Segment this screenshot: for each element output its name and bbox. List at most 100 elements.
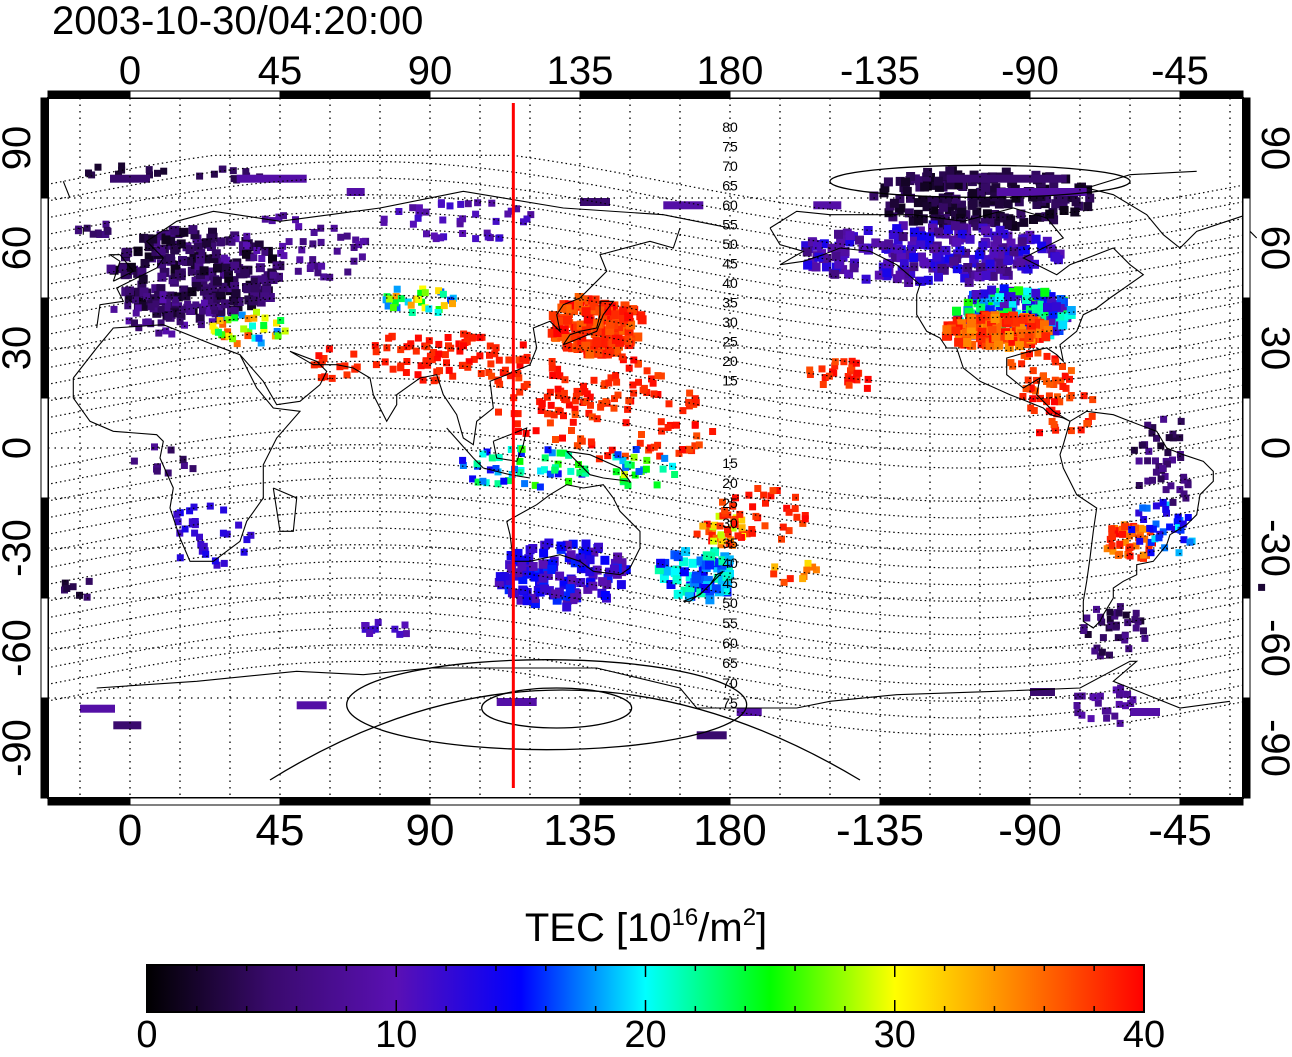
tec-cell xyxy=(513,568,523,578)
tec-cell xyxy=(985,217,995,227)
lon-tick-label-bottom: 45 xyxy=(256,806,305,855)
tec-cell xyxy=(563,342,572,352)
tec-cell xyxy=(476,352,484,360)
tec-cell xyxy=(1051,398,1058,406)
tec-cell xyxy=(966,324,976,334)
tec-cell xyxy=(1169,430,1177,438)
tec-cell xyxy=(257,275,267,285)
tec-cell xyxy=(1119,530,1126,538)
tec-cell xyxy=(1112,686,1120,694)
tec-cell xyxy=(205,309,213,317)
tec-cell xyxy=(570,333,580,342)
tec-cell xyxy=(943,225,953,234)
tec-cell xyxy=(352,236,360,244)
tec-cell xyxy=(220,559,228,567)
tec-cell xyxy=(685,572,695,582)
tec-cell xyxy=(972,221,982,231)
tec-cell xyxy=(396,630,404,638)
tec-cell xyxy=(819,254,828,263)
tec-cell xyxy=(1099,634,1107,642)
tec-cell xyxy=(801,515,809,523)
tec-cell xyxy=(1120,690,1128,698)
tec-cell xyxy=(942,194,952,204)
tec-cell xyxy=(1098,618,1106,626)
tec-cell xyxy=(954,337,964,347)
colorbar-tick-label: 20 xyxy=(624,1014,667,1056)
tec-cell xyxy=(197,321,205,329)
tec-cell xyxy=(110,174,150,183)
tec-cell xyxy=(516,388,524,396)
tec-cell xyxy=(516,468,524,476)
tec-cell xyxy=(971,215,980,225)
tec-cell xyxy=(1037,306,1047,316)
tec-cell xyxy=(1162,505,1170,513)
tec-cell xyxy=(978,241,988,251)
tec-cell xyxy=(1006,215,1016,225)
tec-cell xyxy=(199,307,206,315)
coastline xyxy=(506,484,641,576)
tec-cell xyxy=(1021,339,1031,349)
tec-cell xyxy=(414,214,422,222)
tec-cell xyxy=(649,379,657,387)
tec-cell xyxy=(188,225,198,235)
tec-cell xyxy=(719,498,726,506)
tec-cell xyxy=(1163,509,1170,517)
tec-cell xyxy=(221,262,231,272)
tec-cell xyxy=(1104,707,1112,715)
tec-cell xyxy=(612,372,620,379)
tec-cell xyxy=(435,340,443,348)
tec-cell xyxy=(1035,212,1045,222)
tec-cell xyxy=(952,264,962,274)
tec-cell xyxy=(980,217,990,227)
tec-cell xyxy=(224,276,234,286)
tec-cell xyxy=(436,367,443,375)
tec-cell xyxy=(882,268,892,278)
tec-cell xyxy=(393,285,401,293)
tec-cell xyxy=(193,242,203,252)
tec-cell xyxy=(154,169,161,177)
tec-cell xyxy=(614,451,622,459)
tec-cell xyxy=(1077,426,1085,434)
tec-cell xyxy=(710,537,718,545)
tec-cell xyxy=(156,284,166,294)
tec-cell xyxy=(679,557,688,567)
tec-cell xyxy=(164,313,172,321)
tec-cell xyxy=(791,505,799,513)
tec-cell xyxy=(483,229,491,237)
tec-cell xyxy=(281,327,289,335)
tec-cell xyxy=(1155,463,1163,470)
tec-cell xyxy=(1043,398,1051,406)
tec-cell xyxy=(904,278,914,287)
tec-cell xyxy=(554,317,564,327)
tec-cell xyxy=(813,201,842,210)
tec-cell xyxy=(858,243,868,253)
tec-cell xyxy=(320,355,328,362)
tec-cell xyxy=(945,166,955,176)
tec-cell xyxy=(538,400,546,407)
tec-cell xyxy=(539,548,549,558)
tec-cell xyxy=(215,288,225,298)
lat-tick-label-left: -90 xyxy=(0,719,39,777)
tec-cell xyxy=(595,349,603,357)
tec-cell xyxy=(517,449,525,457)
tec-cell xyxy=(1037,196,1047,206)
tec-cell xyxy=(1114,530,1122,538)
tec-cell xyxy=(1052,358,1060,366)
tec-cell xyxy=(581,388,589,395)
tec-cell xyxy=(625,397,633,405)
mag-lat-label: 35 xyxy=(722,295,738,311)
tec-cell xyxy=(603,341,613,350)
tec-cell xyxy=(922,172,932,182)
tec-cell xyxy=(981,271,991,280)
tec-cell xyxy=(991,218,1001,228)
tec-cell xyxy=(257,339,265,347)
tec-cell xyxy=(933,176,943,186)
tec-cell xyxy=(1014,341,1024,351)
lon-tick-label-bottom: -45 xyxy=(1148,806,1212,855)
tec-cell xyxy=(861,274,871,284)
tec-cell xyxy=(474,478,482,486)
tec-cell xyxy=(888,230,898,239)
tec-cell xyxy=(506,372,514,380)
tec-cell xyxy=(840,247,850,257)
tec-cell xyxy=(218,282,228,292)
